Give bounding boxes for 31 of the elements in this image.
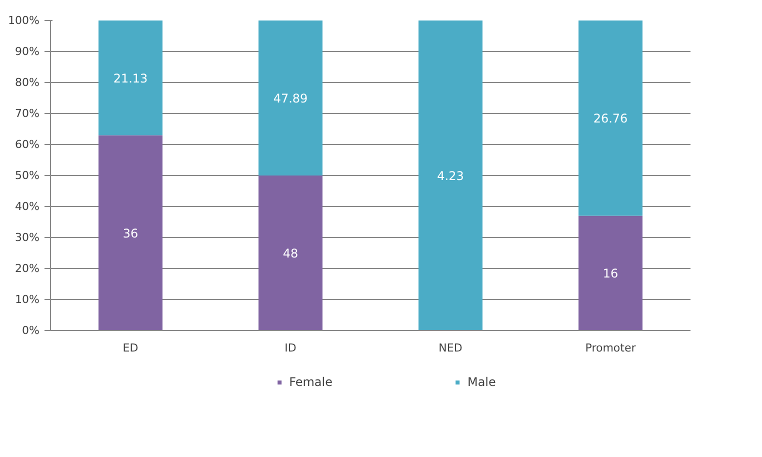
y-tick-label: 10%: [15, 293, 40, 306]
bar: [578, 20, 642, 216]
annotation: 21.13: [113, 71, 148, 86]
annotation: 4.23: [437, 169, 464, 183]
legend-label: Male: [467, 375, 496, 389]
x-tick-label: NED: [438, 342, 462, 354]
annotation: 16: [602, 266, 618, 281]
bar: [98, 135, 162, 330]
bar: [578, 216, 642, 330]
x-tick-label: Promoter: [585, 342, 636, 354]
bar: [258, 20, 322, 176]
y-tick-label: 80%: [15, 76, 40, 89]
y-tick-label: 70%: [15, 107, 40, 120]
legend-label: Female: [289, 375, 332, 389]
y-tick-label: 60%: [15, 138, 40, 151]
y-tick-label: 40%: [15, 200, 40, 213]
y-tick-label: 20%: [15, 262, 40, 275]
y-tick-label: 0%: [22, 324, 40, 337]
bar: [258, 176, 322, 330]
annotation: 26.76: [593, 112, 628, 126]
y-tick-label: 100%: [8, 14, 40, 27]
annotation: 47.89: [273, 92, 308, 106]
bar: [98, 20, 162, 136]
x-tick-label: ED: [122, 342, 138, 354]
y-tick-label: 50%: [15, 169, 40, 182]
y-tick-label: 90%: [15, 45, 40, 58]
annotation: 48: [282, 246, 298, 260]
y-tick-label: 30%: [15, 231, 40, 244]
annotation: 36: [122, 226, 138, 240]
bar: [418, 20, 482, 330]
x-tick-label: ID: [284, 342, 296, 354]
